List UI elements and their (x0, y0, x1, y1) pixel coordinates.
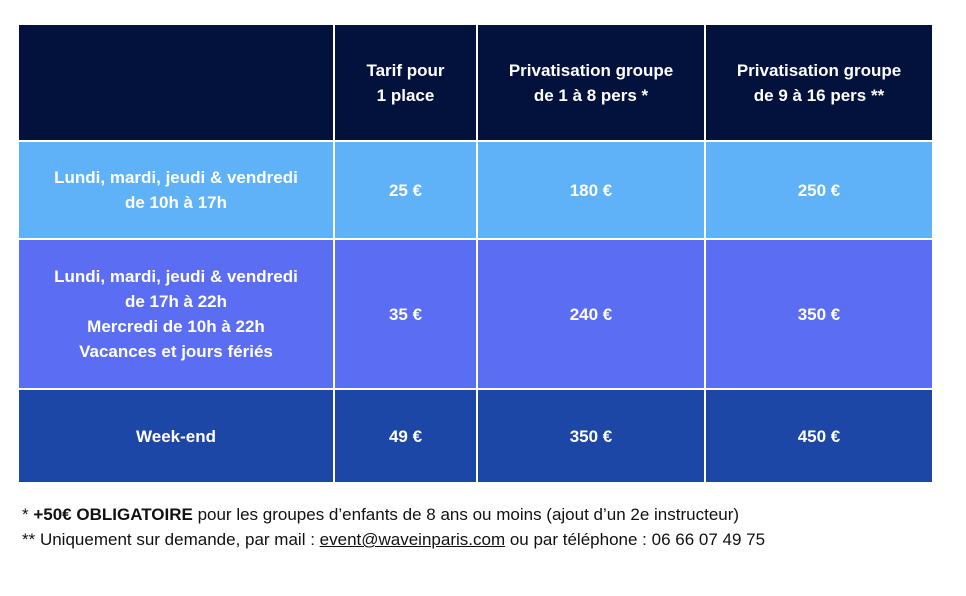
footnote-on-demand: ** Uniquement sur demande, par mail : ev… (22, 527, 765, 552)
price-single: 49 € (333, 388, 478, 484)
row-label-line: Vacances et jours fériés (79, 342, 273, 361)
price-group-1-8: 350 € (476, 388, 706, 484)
footnote-children-supplement: * +50€ OBLIGATOIRE pour les groupes d’en… (22, 502, 765, 527)
price-single: 35 € (333, 238, 478, 390)
footnote-1-prefix: * (22, 505, 34, 524)
footnote-1-bold: +50€ OBLIGATOIRE (33, 505, 193, 524)
pricing-table: Tarif pour 1 place Privatisation groupe … (17, 23, 934, 484)
header-corner-cell (17, 23, 335, 142)
email-link[interactable]: event@waveinparis.com (319, 530, 506, 549)
row-label: Lundi, mardi, jeudi & vendredi de 10h à … (17, 140, 335, 240)
price-group-9-16: 450 € (704, 388, 934, 484)
row-label-line: de 17h à 22h (124, 292, 228, 311)
table-row-weekend: Week-end 49 € 350 € 450 € (17, 388, 934, 484)
footnotes: * +50€ OBLIGATOIRE pour les groupes d’en… (22, 502, 765, 552)
price-group-9-16: 350 € (704, 238, 934, 390)
header-group-9-16-line-2: de 9 à 16 pers ** (753, 85, 885, 105)
price-group-1-8: 240 € (476, 238, 706, 390)
row-label: Lundi, mardi, jeudi & vendredi de 17h à … (17, 238, 335, 390)
header-group-1-8: Privatisation groupe de 1 à 8 pers * (476, 23, 706, 142)
header-group-1-8-line-1: Privatisation groupe (508, 60, 674, 80)
price-group-9-16: 250 € (704, 140, 934, 240)
header-single-line-1: Tarif pour (366, 60, 445, 80)
header-group-9-16: Privatisation groupe de 9 à 16 pers ** (704, 23, 934, 142)
header-single-place: Tarif pour 1 place (333, 23, 478, 142)
row-label-line: de 10h à 17h (124, 193, 228, 212)
row-label: Week-end (17, 388, 335, 484)
header-row: Tarif pour 1 place Privatisation groupe … (17, 23, 934, 142)
price-single: 25 € (333, 140, 478, 240)
row-label-line: Mercredi de 10h à 22h (87, 317, 265, 336)
footnote-1-rest: pour les groupes d’enfants de 8 ans ou m… (192, 505, 740, 524)
row-label-line: Lundi, mardi, jeudi & vendredi (54, 168, 298, 187)
price-group-1-8: 180 € (476, 140, 706, 240)
footnote-2-prefix: ** Uniquement sur demande, par mail : (22, 530, 320, 549)
header-group-9-16-line-1: Privatisation groupe (736, 60, 902, 80)
row-label-line: Week-end (136, 426, 216, 446)
table-row-weekday-day: Lundi, mardi, jeudi & vendredi de 10h à … (17, 140, 934, 240)
header-single-line-2: 1 place (376, 85, 435, 105)
table-row-evening: Lundi, mardi, jeudi & vendredi de 17h à … (17, 238, 934, 390)
header-group-1-8-line-2: de 1 à 8 pers * (533, 85, 649, 105)
footnote-2-rest: ou par téléphone : 06 66 07 49 75 (505, 530, 766, 549)
row-label-line: Lundi, mardi, jeudi & vendredi (54, 267, 298, 286)
